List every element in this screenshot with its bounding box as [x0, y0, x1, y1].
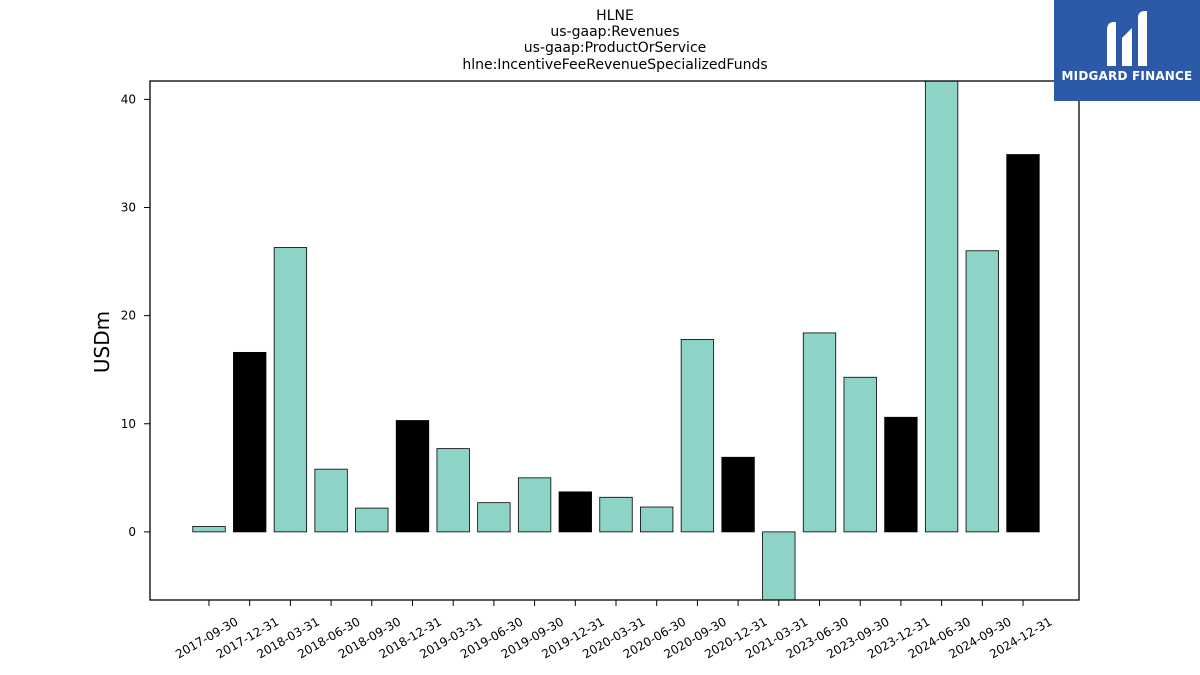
- bar-2023-09-30: [843, 376, 877, 533]
- bars: [192, 80, 1040, 601]
- y-axis: 0 10 20 30 40: [121, 92, 150, 539]
- bar-2024-06-30: [924, 80, 959, 533]
- bar-2020-03-31: [599, 496, 633, 533]
- bar-2024-12-31: [1006, 154, 1040, 533]
- bar-2017-09-30: [192, 526, 226, 533]
- bar-2018-12-31: [395, 420, 430, 533]
- chart-title-line-4: hlne:IncentiveFeeRevenueSpecializedFunds: [462, 57, 767, 73]
- midgard-finance-logo: MIDGARD FINANCE: [1054, 0, 1200, 101]
- midgard-logo-icon: [1107, 11, 1147, 66]
- x-axis: 2017-09-302017-12-312018-03-312018-06-30…: [173, 600, 1055, 661]
- chart-title-line-3: us-gaap:ProductOrService: [524, 40, 707, 56]
- logo-text: MIDGARD FINANCE: [1061, 69, 1193, 83]
- bar-2023-06-30: [802, 332, 837, 533]
- bar-2018-09-30: [355, 507, 389, 533]
- bar-2021-03-31: [762, 531, 796, 601]
- bar-2017-12-31: [233, 351, 267, 533]
- y-tick-label-20: 20: [121, 309, 136, 323]
- y-axis-label: USDm: [90, 311, 114, 373]
- bar-2018-06-30: [314, 468, 348, 533]
- y-tick-label-0: 0: [128, 525, 136, 539]
- y-tick-label-10: 10: [121, 417, 136, 431]
- y-tick-label-40: 40: [121, 92, 136, 106]
- bar-2020-12-31: [721, 456, 755, 533]
- chart-title-line-1: HLNE: [596, 8, 634, 24]
- bar-2019-06-30: [477, 502, 511, 533]
- bar-2023-12-31: [884, 416, 918, 533]
- y-tick-label-30: 30: [121, 201, 136, 215]
- bar-2020-06-30: [640, 506, 674, 533]
- bar-2020-09-30: [680, 339, 715, 533]
- chart-title: HLNE us-gaap:Revenues us-gaap:ProductOrS…: [462, 8, 767, 73]
- chart-title-line-2: us-gaap:Revenues: [550, 24, 679, 40]
- plot-frame: [149, 80, 1080, 601]
- bar-2024-09-30: [965, 250, 999, 533]
- bar-2019-12-31: [558, 491, 592, 533]
- bar-2019-09-30: [517, 477, 552, 533]
- bar-2018-03-31: [273, 247, 308, 533]
- bar-2019-03-31: [436, 448, 470, 533]
